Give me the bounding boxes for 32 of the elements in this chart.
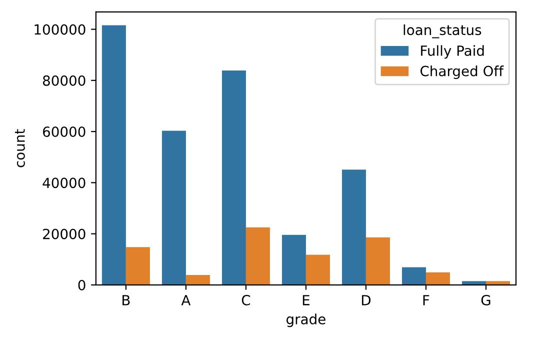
x-tick-label: D — [362, 295, 370, 306]
bar — [282, 234, 306, 285]
x-tick-label: G — [481, 294, 490, 306]
bar — [126, 247, 150, 285]
bar — [102, 25, 126, 285]
y-tick-label: 80000 — [42, 75, 86, 86]
bar — [306, 254, 330, 285]
y-tick-label: 40000 — [42, 178, 86, 188]
bar — [342, 170, 366, 285]
x-tick-label: C — [242, 294, 250, 306]
legend-label: Fully Paid — [421, 45, 484, 59]
bar — [366, 237, 390, 285]
bar — [246, 227, 270, 285]
bar — [402, 267, 426, 285]
bar — [222, 70, 246, 285]
y-tick-label: 100000 — [34, 24, 86, 35]
x-axis-title: grade — [286, 314, 326, 328]
legend-label: Charged Off — [420, 66, 504, 79]
y-tick-label: 60000 — [43, 126, 86, 138]
x-tick-label: A — [181, 295, 191, 306]
y-tick-label: 0 — [78, 280, 86, 290]
x-tick-label: B — [122, 295, 130, 306]
x-tick-label: F — [423, 295, 430, 306]
bar — [426, 272, 450, 285]
y-tick-label: 20000 — [43, 228, 86, 240]
bar — [462, 281, 486, 285]
bar — [162, 130, 186, 285]
bar — [486, 281, 510, 285]
y-axis-title: count — [14, 129, 25, 168]
legend-title: loan_status — [404, 24, 482, 38]
bar — [186, 274, 210, 285]
x-tick-label: E — [302, 295, 310, 306]
